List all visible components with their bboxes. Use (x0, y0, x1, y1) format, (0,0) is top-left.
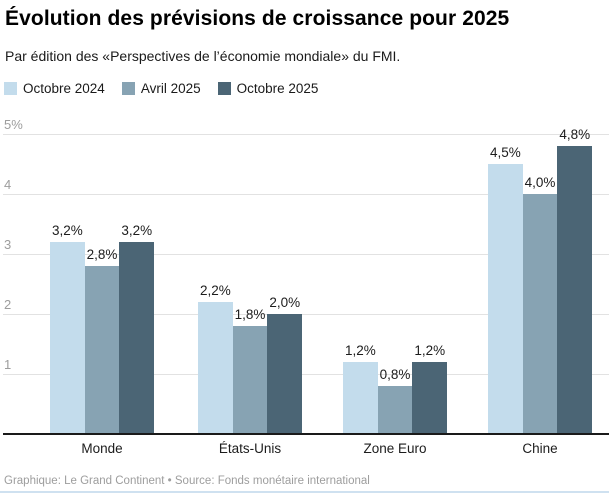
bar-value-label: 1,2% (414, 343, 446, 358)
legend-item: Octobre 2024 (4, 81, 105, 96)
x-axis-baseline (3, 433, 609, 435)
bar-value-label: 2,8% (86, 247, 118, 262)
gridline (3, 374, 609, 375)
bar-value-label: 2,2% (199, 283, 231, 298)
bar-octobre-2024 (198, 302, 233, 434)
bar-avril-2025 (377, 386, 413, 434)
legend-swatch (121, 82, 135, 95)
y-axis-tick-label: 5% (4, 117, 23, 132)
bar-octobre-2025 (267, 314, 303, 434)
legend: Octobre 2024 Avril 2025 Octobre 2025 (4, 81, 335, 96)
x-axis-category-label: Monde (81, 441, 123, 456)
bar-octobre-2024 (343, 362, 378, 434)
bar-octobre-2025 (412, 362, 448, 434)
legend-label: Octobre 2025 (236, 81, 319, 96)
y-axis-tick-label: 2 (4, 297, 12, 312)
bar-value-label: 4,0% (524, 175, 556, 190)
x-axis-category-label: Chine (522, 441, 558, 456)
bar-value-label: 3,2% (51, 223, 83, 238)
bar-value-label: 4,8% (559, 127, 591, 142)
legend-item: Avril 2025 (121, 81, 201, 96)
bar-value-label: 3,2% (121, 223, 153, 238)
y-axis-tick-label: 4 (4, 177, 12, 192)
bar-avril-2025 (84, 266, 120, 434)
bar-value-label: 2,0% (269, 295, 301, 310)
gridline (3, 254, 609, 255)
legend-label: Octobre 2024 (23, 81, 105, 96)
bottom-accent-rule (0, 491, 609, 493)
legend-swatch (4, 82, 17, 95)
x-axis-category-label: Zone Euro (363, 441, 427, 456)
y-axis-tick-label: 3 (4, 237, 12, 252)
bar-avril-2025 (232, 326, 268, 434)
bar-value-label: 0,8% (379, 367, 411, 382)
bar-avril-2025 (522, 194, 558, 434)
legend-swatch (217, 82, 231, 95)
attribution-source-text: Graphique: Le Grand Continent • Source: … (4, 475, 370, 487)
bar-value-label: 1,8% (234, 307, 266, 322)
gridline (3, 134, 609, 135)
bar-value-label: 4,5% (489, 145, 521, 160)
bar-octobre-2024 (488, 164, 523, 434)
gridline (3, 314, 609, 315)
legend-label: Avril 2025 (140, 81, 201, 96)
legend-item: Octobre 2025 (217, 81, 319, 96)
y-axis-tick-label: 1 (4, 357, 12, 372)
bar-octobre-2025 (557, 146, 593, 434)
x-axis-category-label: États-Unis (218, 441, 282, 456)
bar-octobre-2024 (50, 242, 85, 434)
bar-value-label: 1,2% (344, 343, 376, 358)
bar-octobre-2025 (119, 242, 155, 434)
chart-title: Évolution des prévisions de croissance p… (5, 7, 510, 30)
gridline (3, 194, 609, 195)
chart-subtitle: Par édition des «Perspectives de l’écono… (5, 48, 401, 64)
